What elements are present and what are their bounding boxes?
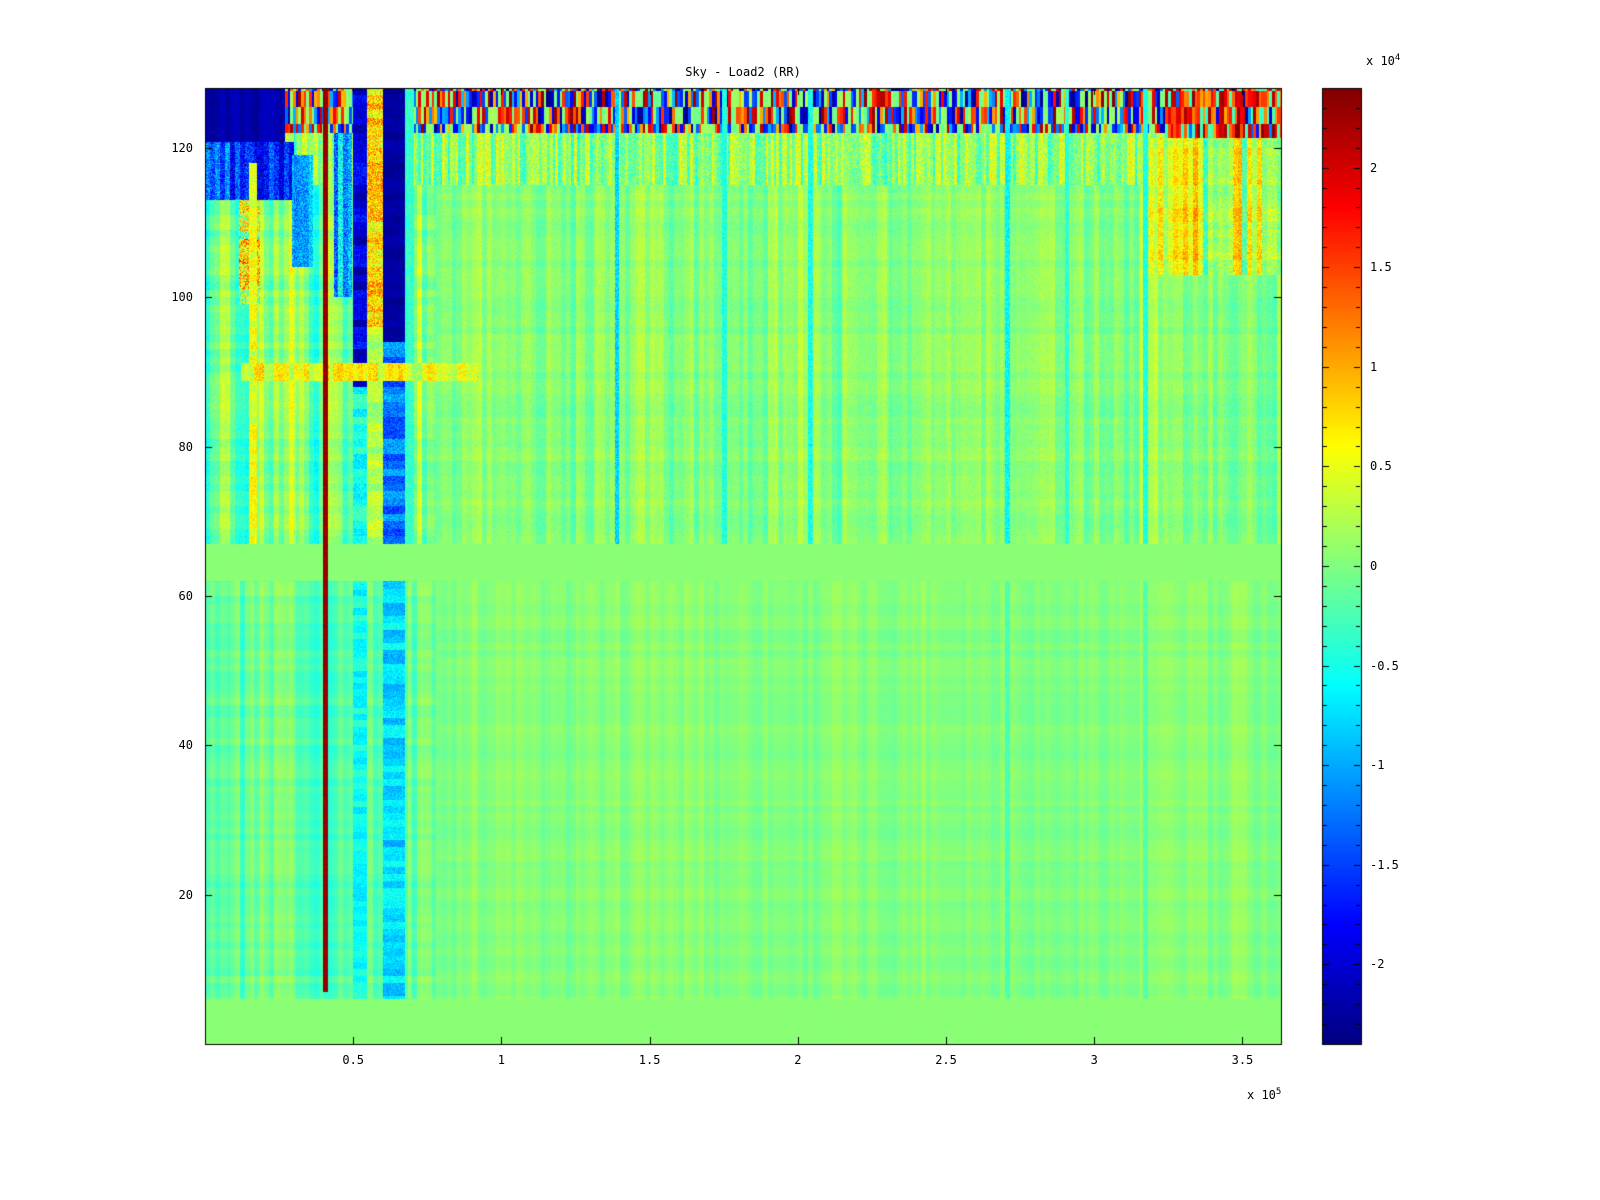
colorbar-exponent-prefix: x 10: [1366, 54, 1395, 68]
x-exponent-power: 5: [1275, 1087, 1282, 1097]
x-tick-label: 2: [794, 1053, 802, 1067]
chart-title: Sky - Load2 (RR): [685, 65, 801, 79]
x-tick-label: 1.5: [638, 1053, 661, 1067]
x-tick-label: 1: [497, 1053, 506, 1067]
colorbar-tick-label: 2: [1370, 160, 1378, 175]
colorbar-tick-label: 1: [1370, 359, 1378, 374]
colorbar-tick-label: 1.5: [1370, 260, 1392, 275]
colorbar-tick-label: -1.5: [1370, 857, 1399, 872]
x-tick-label: 2.5: [935, 1053, 957, 1067]
colorbar-tick-label: -2: [1370, 957, 1385, 972]
x-exponent-prefix: x 10: [1247, 1088, 1276, 1102]
y-tick-label: 120: [171, 140, 193, 155]
y-tick-label: 100: [171, 290, 193, 305]
y-tick-label: 40: [178, 738, 193, 753]
y-tick-label: 20: [178, 887, 193, 902]
y-tick-label: 80: [178, 439, 193, 454]
colorbar-exponent-power: 4: [1394, 53, 1401, 63]
y-tick-label: 60: [178, 588, 193, 603]
colorbar-tick-label: -0.5: [1370, 658, 1399, 673]
colorbar-tick-label: 0.5: [1370, 459, 1392, 474]
colorbar-tick-label: 0: [1370, 559, 1378, 573]
colorbar-exponent: x 104: [1366, 50, 1400, 69]
x-tick-label: 3: [1090, 1053, 1098, 1067]
x-tick-label: 0.5: [342, 1053, 365, 1067]
x-axis-exponent: x 105: [1247, 1084, 1281, 1103]
colorbar-tick-label: -1: [1370, 758, 1385, 773]
x-tick-label: 3.5: [1231, 1053, 1254, 1067]
